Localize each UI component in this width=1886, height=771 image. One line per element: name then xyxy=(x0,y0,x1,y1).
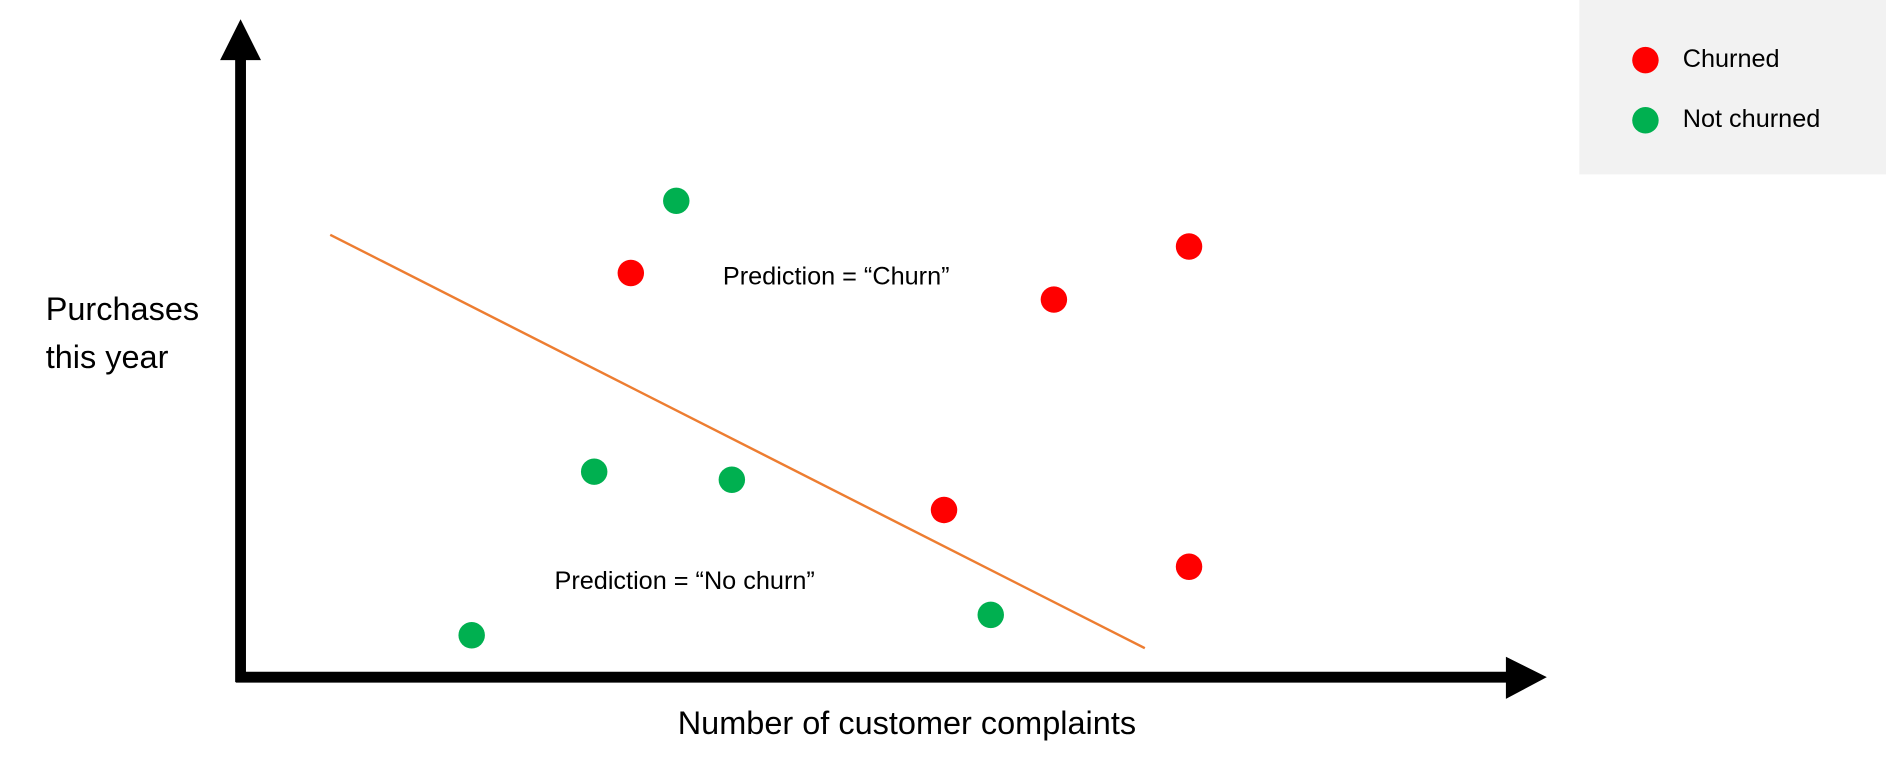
legend-label: Not churned xyxy=(1683,105,1821,133)
data-point xyxy=(663,187,690,215)
legend-box xyxy=(1579,0,1886,175)
legend-marker xyxy=(1632,107,1659,134)
data-point xyxy=(977,601,1004,629)
x-axis-label: Number of customer complaints xyxy=(678,705,1136,741)
axes xyxy=(220,19,1547,699)
data-point xyxy=(1175,553,1203,580)
data-point xyxy=(718,466,746,493)
y-axis-arrow xyxy=(220,19,262,61)
legend-marker xyxy=(1632,46,1659,74)
y-axis-label: Purchases xyxy=(46,291,199,327)
data-point xyxy=(458,621,485,649)
x-axis-arrow xyxy=(1505,656,1547,699)
annotation: Prediction = “Churn” xyxy=(723,263,950,291)
y-axis-label: this year xyxy=(46,339,169,375)
annotation: Prediction = “No churn” xyxy=(554,567,814,595)
data-point xyxy=(580,458,608,485)
legend-label: Churned xyxy=(1683,45,1780,73)
data-point xyxy=(1040,286,1068,313)
data-point xyxy=(930,496,958,524)
data-point xyxy=(1175,233,1203,260)
decision-boundary xyxy=(329,233,1146,650)
data-point xyxy=(617,259,645,287)
